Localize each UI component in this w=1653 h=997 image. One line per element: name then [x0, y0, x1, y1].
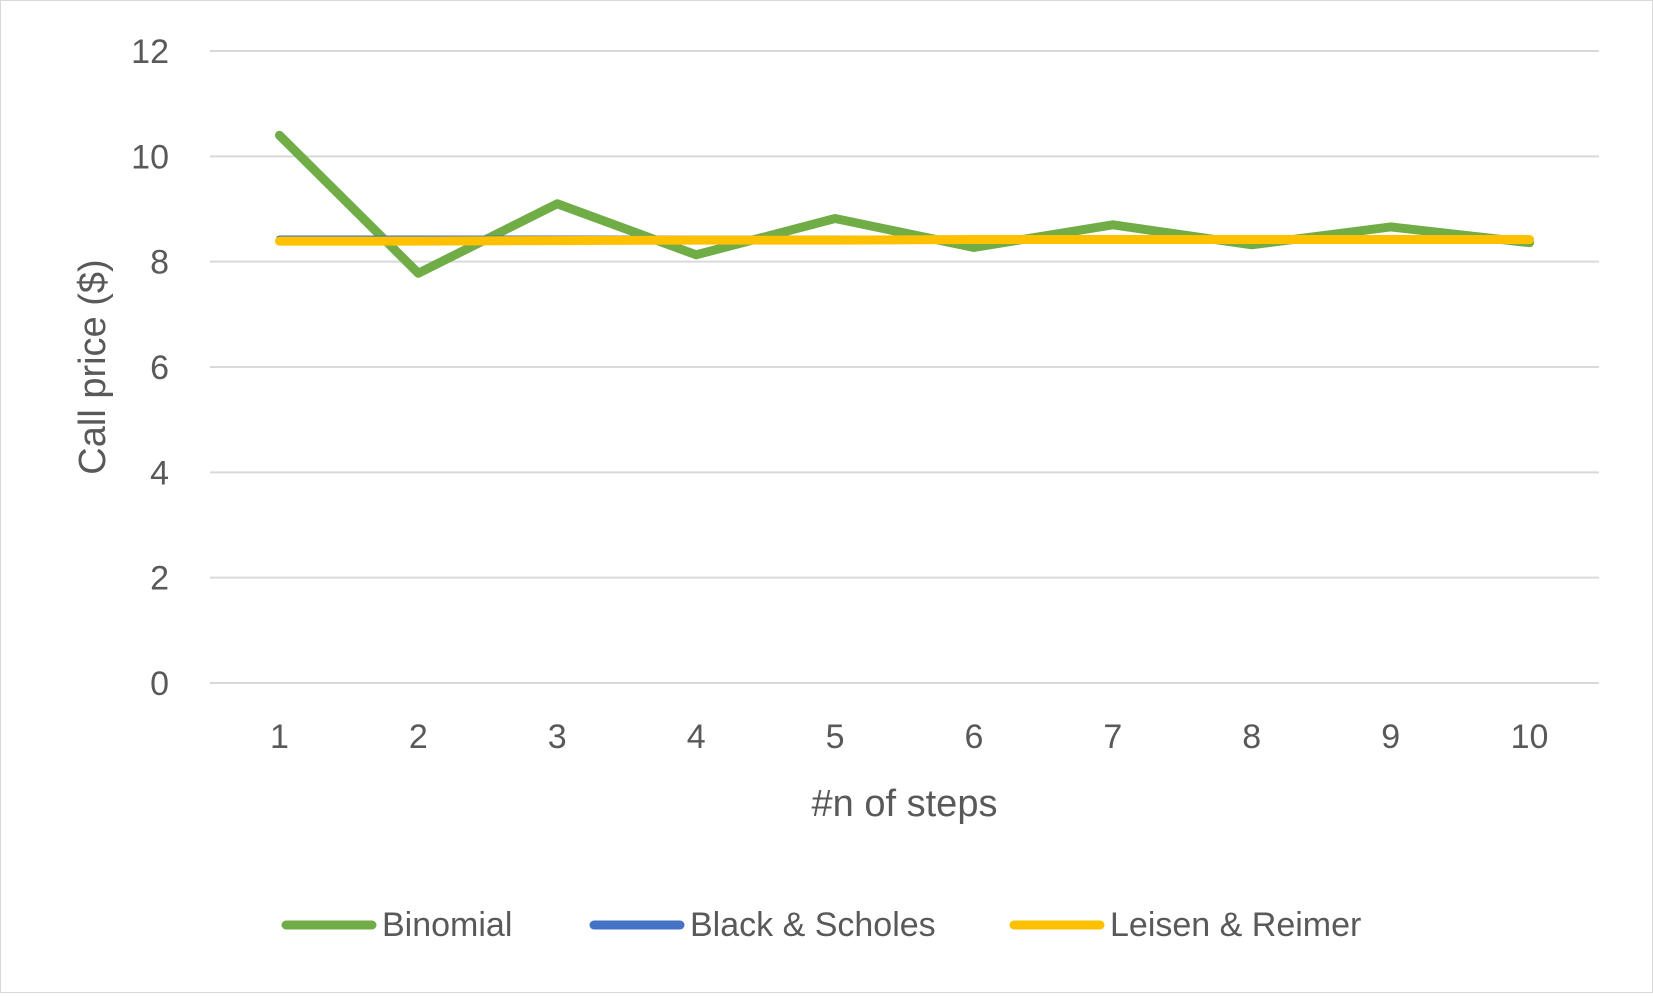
- x-tick-label: 7: [1103, 718, 1122, 756]
- x-tick-label: 9: [1381, 718, 1400, 756]
- y-tick-label: 12: [131, 33, 169, 71]
- legend-label: Leisen & Reimer: [1110, 906, 1361, 944]
- y-tick-label: 2: [150, 560, 169, 598]
- y-tick-label: 6: [150, 349, 169, 387]
- x-tick-label: 3: [548, 718, 567, 756]
- x-tick-label: 8: [1242, 718, 1261, 756]
- y-tick-label: 4: [150, 454, 169, 492]
- legend: Binomial Black & Scholes Leisen & Reimer: [286, 906, 1361, 944]
- y-tick-label: 10: [131, 138, 169, 176]
- legend-label: Binomial: [382, 906, 512, 944]
- legend-label: Black & Scholes: [690, 906, 936, 944]
- x-tick-label: 5: [826, 718, 845, 756]
- series-line-leisen-reimer: [279, 240, 1529, 242]
- x-tick-label: 1: [270, 718, 289, 756]
- x-axis-ticks: 1 2 3 4 5 6 7 8 9 10: [270, 718, 1548, 756]
- y-axis-title: Call price ($): [72, 259, 114, 474]
- y-tick-label: 8: [150, 244, 169, 282]
- x-tick-label: 2: [409, 718, 428, 756]
- x-tick-label: 6: [964, 718, 983, 756]
- y-axis-ticks: 0 2 4 6 8 10 12: [131, 33, 169, 703]
- x-tick-label: 10: [1511, 718, 1549, 756]
- y-tick-label: 0: [150, 665, 169, 703]
- x-tick-label: 4: [687, 718, 706, 756]
- gridlines: [210, 51, 1599, 683]
- x-axis-title: #n of steps: [812, 783, 998, 825]
